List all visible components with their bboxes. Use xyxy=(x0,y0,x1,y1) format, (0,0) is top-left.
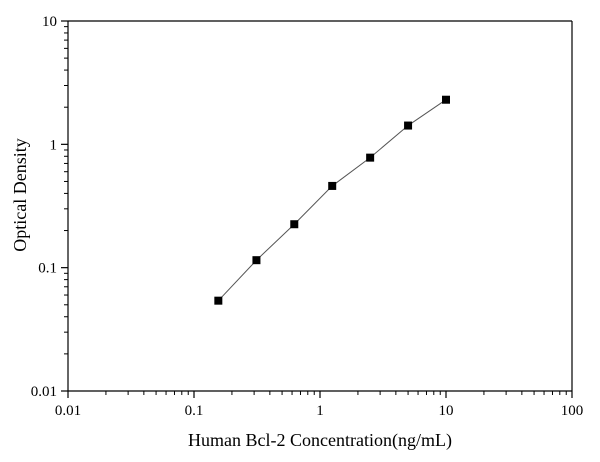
x-tick-label: 0.1 xyxy=(185,403,204,419)
x-tick-label: 0.01 xyxy=(55,403,81,419)
x-tick-label: 1 xyxy=(316,403,324,419)
y-tick-label: 1 xyxy=(50,137,58,153)
data-point xyxy=(404,121,413,130)
data-point xyxy=(252,256,261,265)
data-point xyxy=(442,95,450,104)
y-tick-label: 0.1 xyxy=(38,261,57,277)
y-tick-label: 10 xyxy=(42,14,57,30)
y-tick-label: 0.01 xyxy=(31,384,57,400)
data-point xyxy=(328,181,337,190)
x-tick-label: 10 xyxy=(439,403,454,419)
y-axis-title: Optical Density xyxy=(10,138,30,251)
series-line xyxy=(217,99,447,302)
data-point xyxy=(366,153,375,162)
data-point xyxy=(214,296,223,305)
x-tick-label: 100 xyxy=(561,403,584,419)
x-axis-title: Human Bcl-2 Concentration(ng/mL) xyxy=(188,430,452,451)
axes: 0.01 0.1 1 10 100 0.01 0.1 1 10 xyxy=(31,14,584,419)
series-layer xyxy=(214,95,450,305)
data-point xyxy=(290,220,299,229)
